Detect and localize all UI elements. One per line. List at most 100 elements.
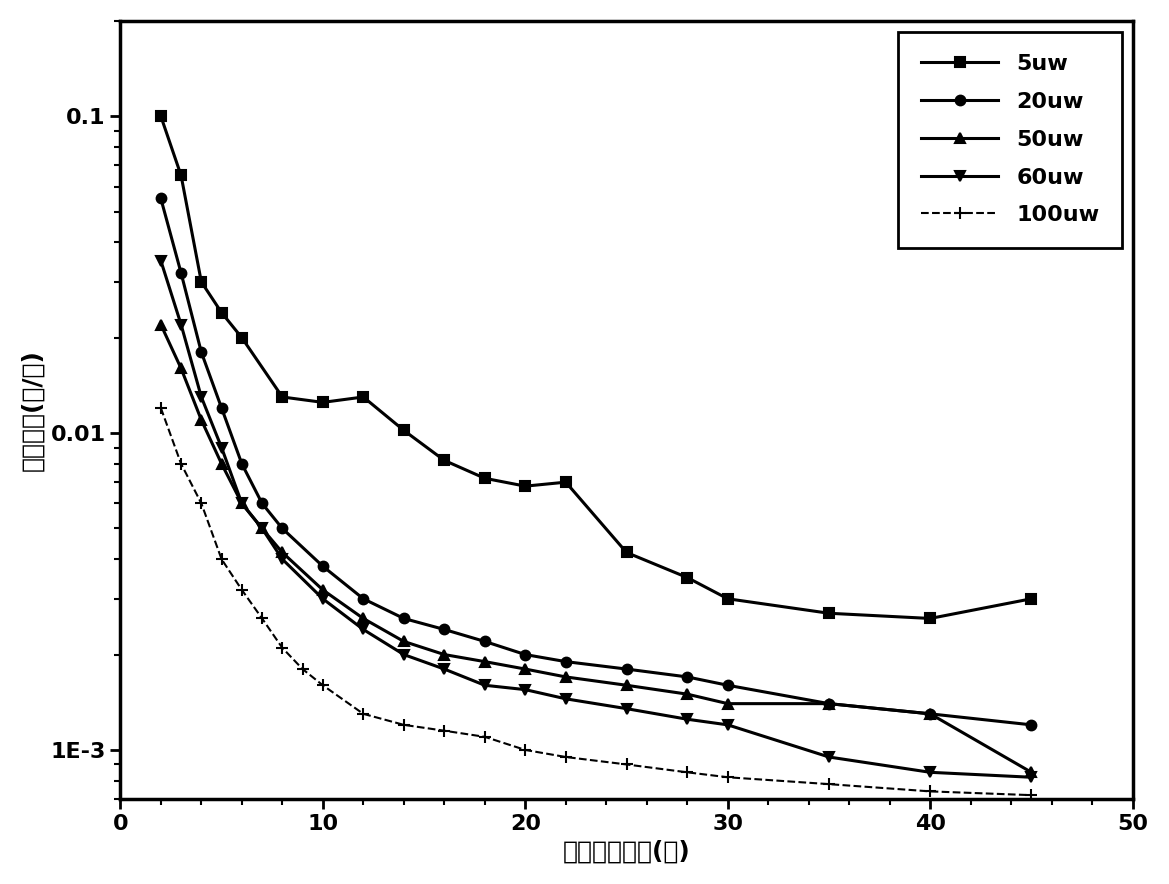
50uw: [235, 498, 249, 508]
100uw: [235, 584, 249, 595]
Legend: 5uw, 20uw, 50uw, 60uw, 100uw: 5uw, 20uw, 50uw, 60uw, 100uw: [899, 32, 1121, 248]
20uw: [255, 498, 269, 508]
Line: 100uw: 100uw: [154, 401, 1038, 802]
5uw: [235, 332, 249, 343]
20uw: [924, 709, 938, 720]
50uw: [518, 664, 532, 674]
60uw: [559, 694, 573, 705]
50uw: [680, 689, 694, 699]
20uw: [174, 268, 188, 278]
5uw: [316, 397, 330, 408]
100uw: [559, 751, 573, 762]
20uw: [680, 672, 694, 682]
5uw: [276, 392, 290, 402]
50uw: [316, 584, 330, 595]
5uw: [215, 308, 229, 318]
100uw: [620, 759, 634, 770]
60uw: [721, 720, 735, 730]
60uw: [396, 649, 410, 659]
20uw: [559, 656, 573, 667]
50uw: [822, 698, 836, 709]
50uw: [620, 680, 634, 690]
5uw: [620, 547, 634, 558]
50uw: [215, 459, 229, 469]
50uw: [924, 709, 938, 720]
100uw: [194, 498, 208, 508]
5uw: [559, 476, 573, 487]
100uw: [154, 403, 168, 414]
60uw: [518, 684, 532, 695]
5uw: [396, 425, 410, 436]
50uw: [478, 656, 492, 667]
100uw: [357, 709, 371, 720]
100uw: [276, 643, 290, 653]
X-axis label: 调制信号周期(秒): 调制信号周期(秒): [562, 839, 691, 863]
20uw: [215, 403, 229, 414]
5uw: [437, 455, 451, 466]
60uw: [194, 392, 208, 402]
100uw: [437, 726, 451, 736]
5uw: [822, 608, 836, 619]
60uw: [437, 664, 451, 674]
100uw: [1024, 789, 1038, 800]
20uw: [194, 347, 208, 357]
100uw: [518, 744, 532, 755]
100uw: [396, 720, 410, 730]
60uw: [235, 498, 249, 508]
100uw: [721, 772, 735, 782]
20uw: [478, 636, 492, 647]
Line: 5uw: 5uw: [155, 111, 1036, 623]
20uw: [1024, 720, 1038, 730]
Line: 50uw: 50uw: [155, 320, 1036, 777]
60uw: [478, 680, 492, 690]
20uw: [518, 649, 532, 659]
50uw: [174, 363, 188, 374]
100uw: [215, 554, 229, 565]
5uw: [194, 277, 208, 287]
50uw: [396, 636, 410, 647]
50uw: [1024, 767, 1038, 778]
50uw: [154, 319, 168, 330]
100uw: [478, 732, 492, 743]
Line: 20uw: 20uw: [155, 194, 1036, 729]
100uw: [316, 680, 330, 690]
60uw: [620, 704, 634, 714]
50uw: [194, 415, 208, 425]
100uw: [924, 786, 938, 796]
60uw: [822, 751, 836, 762]
100uw: [822, 779, 836, 789]
20uw: [822, 698, 836, 709]
60uw: [276, 554, 290, 565]
50uw: [721, 698, 735, 709]
Line: 60uw: 60uw: [155, 255, 1036, 782]
50uw: [276, 547, 290, 558]
50uw: [559, 672, 573, 682]
5uw: [174, 171, 188, 181]
60uw: [924, 767, 938, 778]
20uw: [154, 194, 168, 204]
60uw: [154, 255, 168, 266]
5uw: [357, 392, 371, 402]
60uw: [1024, 772, 1038, 782]
50uw: [437, 649, 451, 659]
60uw: [215, 442, 229, 453]
20uw: [721, 680, 735, 690]
5uw: [924, 613, 938, 624]
20uw: [316, 561, 330, 572]
50uw: [255, 523, 269, 534]
60uw: [174, 319, 188, 330]
Y-axis label: 光群速度(米/秒): 光群速度(米/秒): [21, 349, 44, 471]
100uw: [680, 767, 694, 778]
60uw: [255, 523, 269, 534]
60uw: [680, 714, 694, 725]
50uw: [357, 613, 371, 624]
5uw: [1024, 593, 1038, 604]
60uw: [316, 593, 330, 604]
100uw: [296, 664, 310, 674]
5uw: [518, 481, 532, 492]
20uw: [276, 523, 290, 534]
5uw: [478, 473, 492, 484]
100uw: [174, 459, 188, 469]
20uw: [357, 593, 371, 604]
60uw: [357, 624, 371, 635]
